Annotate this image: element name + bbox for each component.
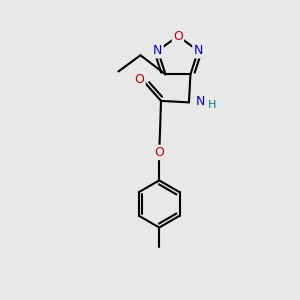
Text: N: N	[153, 44, 163, 57]
Text: N: N	[194, 44, 203, 57]
Text: N: N	[196, 95, 205, 108]
Text: O: O	[154, 146, 164, 159]
Text: O: O	[173, 30, 183, 43]
Text: O: O	[135, 73, 144, 86]
Text: H: H	[208, 100, 216, 110]
